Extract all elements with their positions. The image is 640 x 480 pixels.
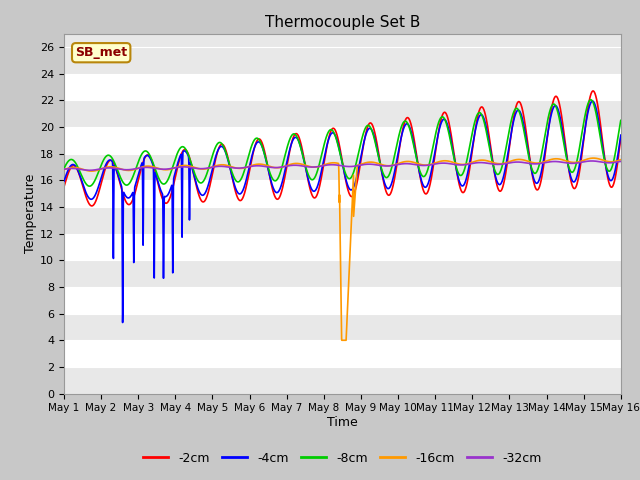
-8cm [600, 155, 608, 161]
Bar [64, 127, 621, 154]
-2cm [294, 132, 302, 138]
-32cm [325, 162, 333, 168]
Bar [64, 367, 621, 394]
-8cm [299, 152, 307, 157]
-4cm [60, 178, 68, 184]
Line: -4cm: -4cm [64, 101, 621, 323]
-8cm [572, 161, 580, 167]
Line: -32cm: -32cm [64, 161, 621, 170]
-2cm [572, 184, 580, 190]
-16cm [298, 161, 306, 167]
-32cm [465, 161, 472, 167]
Bar [64, 287, 621, 313]
-8cm [86, 183, 93, 189]
-4cm [600, 153, 608, 158]
-8cm [60, 165, 68, 171]
-16cm [338, 337, 346, 343]
-32cm [60, 166, 68, 172]
-16cm [294, 161, 301, 167]
Bar [64, 154, 621, 180]
-2cm [60, 184, 68, 190]
-32cm [294, 163, 302, 168]
-4cm [325, 136, 333, 142]
Y-axis label: Temperature: Temperature [24, 174, 37, 253]
-32cm [588, 158, 596, 164]
-2cm [589, 88, 597, 94]
-8cm [617, 118, 625, 123]
-8cm [325, 129, 333, 134]
Title: Thermocouple Set B: Thermocouple Set B [265, 15, 420, 30]
Bar [64, 234, 621, 260]
-2cm [600, 150, 608, 156]
-16cm [589, 155, 597, 161]
-2cm [617, 135, 625, 141]
-16cm [617, 157, 625, 163]
-16cm [60, 167, 68, 172]
-4cm [119, 320, 127, 325]
Bar [64, 313, 621, 340]
-4cm [299, 151, 307, 157]
Legend: -2cm, -4cm, -8cm, -16cm, -32cm: -2cm, -4cm, -8cm, -16cm, -32cm [138, 447, 547, 469]
-32cm [617, 158, 625, 164]
Line: -8cm: -8cm [64, 100, 621, 186]
Line: -2cm: -2cm [64, 91, 621, 206]
-32cm [299, 163, 307, 169]
-2cm [299, 148, 307, 154]
Bar [64, 260, 621, 287]
-4cm [572, 176, 580, 182]
Bar [64, 100, 621, 127]
-8cm [465, 149, 472, 155]
-16cm [324, 160, 332, 166]
Line: -16cm: -16cm [64, 158, 621, 340]
-32cm [600, 159, 608, 165]
-8cm [587, 97, 595, 103]
-4cm [617, 132, 625, 138]
-2cm [88, 203, 96, 209]
Bar [64, 180, 621, 207]
Bar [64, 207, 621, 234]
-32cm [572, 160, 580, 166]
-4cm [294, 137, 302, 143]
-8cm [294, 137, 302, 143]
-32cm [86, 168, 93, 173]
-4cm [589, 98, 596, 104]
-16cm [600, 157, 608, 163]
-16cm [465, 161, 472, 167]
Bar [64, 47, 621, 73]
-2cm [325, 135, 333, 141]
X-axis label: Time: Time [327, 416, 358, 429]
-16cm [572, 159, 580, 165]
Bar [64, 340, 621, 367]
Text: SB_met: SB_met [75, 46, 127, 59]
-4cm [465, 166, 472, 171]
Bar [64, 73, 621, 100]
-2cm [465, 172, 472, 178]
